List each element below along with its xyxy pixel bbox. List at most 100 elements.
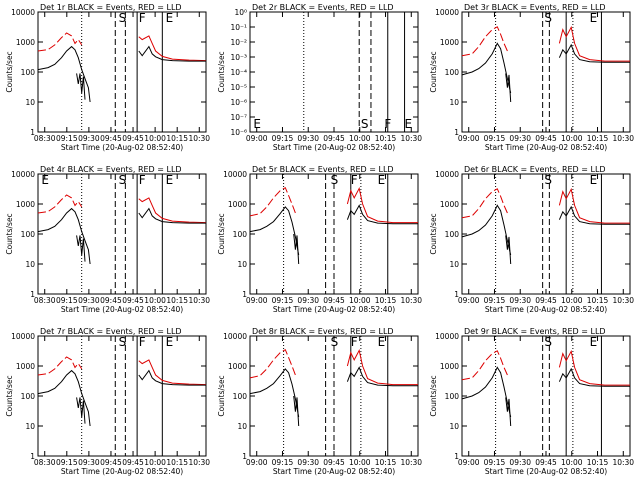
y-tick-label: 10000 <box>223 332 247 341</box>
panel-title: Det 4r BLACK = Events, RED = LLD <box>40 165 182 174</box>
x-tick-label: 09:45 <box>122 458 144 467</box>
events-trace <box>558 205 630 225</box>
x-tick-label: 10:30 <box>612 134 634 143</box>
lld-trace <box>138 359 207 386</box>
y-tick-label: 100 <box>233 230 248 239</box>
y-axis-label: Counts/sec <box>5 213 14 254</box>
events-trace <box>558 367 630 387</box>
x-tick-label: 10:30 <box>188 296 210 305</box>
x-tick-label: 08:30 <box>34 296 56 305</box>
x-tick-label: 09:45 <box>100 134 122 143</box>
x-tick-label: 10:30 <box>612 458 634 467</box>
flag-letter: F <box>139 335 146 349</box>
x-tick-label: 10:00 <box>349 134 371 143</box>
events-trace <box>249 368 300 418</box>
x-tick-label: 09:45 <box>122 296 144 305</box>
x-tick-label: 10:15 <box>375 134 397 143</box>
x-tick-label: 09:45 <box>122 134 144 143</box>
events-trace <box>461 42 512 94</box>
y-tick-label: 10⁻⁷ <box>230 113 247 122</box>
y-tick-label: 1 <box>30 290 35 299</box>
y-tick-label: 10000 <box>11 170 35 179</box>
y-axis-label: Counts/sec <box>217 51 226 92</box>
plot-frame <box>37 173 207 295</box>
y-tick-label: 100 <box>445 392 460 401</box>
x-tick-label: 09:45 <box>100 296 122 305</box>
y-tick-label: 100 <box>445 68 460 77</box>
y-tick-label: 1000 <box>440 38 459 47</box>
plot-frame <box>37 335 207 457</box>
x-tick-label: 10:00 <box>144 134 166 143</box>
x-tick-label: 09:45 <box>100 458 122 467</box>
y-tick-label: 100 <box>21 68 36 77</box>
y-tick-label: 10⁻¹ <box>230 23 247 32</box>
lld-trace <box>346 348 418 386</box>
flag-letter: S <box>361 117 369 131</box>
x-tick-label: 09:00 <box>246 296 268 305</box>
y-tick-label: 10⁻⁴ <box>230 68 247 77</box>
y-tick-label: 100 <box>21 392 36 401</box>
x-tick-label: 10:30 <box>612 296 634 305</box>
detector-panel-3: Det 3r BLACK = Events, RED = LLD 1 10 100 10… <box>429 3 634 152</box>
y-tick-label: 10⁻⁵ <box>230 83 247 92</box>
events-trace <box>293 395 300 427</box>
flag-letter: S <box>544 11 552 25</box>
events-trace <box>505 73 512 103</box>
events-trace <box>138 207 206 224</box>
detector-panel-1: Det 1r BLACK = Events, RED = LLD 1 10 100 10… <box>5 3 210 152</box>
flag-letter: S <box>331 173 339 187</box>
x-tick-label: 10:30 <box>400 458 422 467</box>
events-trace <box>249 206 300 256</box>
detector-panel-9: Det 9r BLACK = Events, RED = LLD 1 10 100 10… <box>429 327 634 476</box>
x-tick-label: 09:30 <box>297 134 319 143</box>
y-tick-label: 10 <box>449 98 459 107</box>
x-tick-label: 09:15 <box>56 296 78 305</box>
x-tick-label: 09:15 <box>56 458 78 467</box>
x-tick-label: 10:30 <box>400 296 422 305</box>
x-axis-label: Start Time (20-Aug-02 08:52:40) <box>61 467 183 476</box>
x-tick-label: 10:15 <box>375 458 397 467</box>
y-tick-label: 1000 <box>440 200 459 209</box>
y-tick-label: 10000 <box>11 332 35 341</box>
y-tick-label: 10 <box>25 260 35 269</box>
x-tick-label: 09:45 <box>323 458 345 467</box>
lld-trace <box>558 349 630 386</box>
events-trace <box>293 233 300 265</box>
y-tick-label: 10⁻⁶ <box>230 128 247 137</box>
y-tick-label: 10 <box>237 260 247 269</box>
plot-frame <box>37 11 207 133</box>
detector-panel-7: Det 7r BLACK = Events, RED = LLD 1 10 100 10… <box>5 327 210 476</box>
y-tick-label: 100 <box>21 230 36 239</box>
x-tick-label: 09:30 <box>78 296 100 305</box>
events-trace <box>37 207 91 265</box>
flag-letter: S <box>119 173 127 187</box>
y-axis-label: Counts/sec <box>5 375 14 416</box>
x-tick-label: 10:00 <box>561 134 583 143</box>
events-trace <box>138 369 206 386</box>
x-tick-label: 09:30 <box>78 134 100 143</box>
flag-letter: E <box>590 173 598 187</box>
y-tick-label: 10⁻³ <box>230 53 247 62</box>
x-axis-label: Start Time (20-Aug-02 08:52:40) <box>485 143 607 152</box>
x-tick-label: 10:15 <box>166 458 188 467</box>
x-tick-label: 10:15 <box>166 134 188 143</box>
x-axis-label: Start Time (20-Aug-02 08:52:40) <box>61 305 183 314</box>
x-tick-label: 09:45 <box>535 134 557 143</box>
y-tick-label: 10000 <box>435 8 459 17</box>
panel-title: Det 3r BLACK = Events, RED = LLD <box>464 3 606 12</box>
detector-panel-8: Det 8r BLACK = Events, RED = LLD 1 10 100 10… <box>217 327 422 476</box>
lld-trace <box>37 32 83 52</box>
events-trace <box>461 204 512 256</box>
events-trace <box>138 45 206 62</box>
panel-title: Det 8r BLACK = Events, RED = LLD <box>252 327 394 336</box>
lld-trace <box>37 356 83 376</box>
panel-title: Det 1r BLACK = Events, RED = LLD <box>40 3 182 12</box>
x-tick-label: 10:00 <box>561 458 583 467</box>
lld-trace <box>346 186 418 224</box>
lld-trace <box>37 194 83 214</box>
x-tick-label: 09:00 <box>246 134 268 143</box>
lld-trace <box>249 348 296 379</box>
y-tick-label: 1000 <box>228 362 247 371</box>
panel-title: Det 6r BLACK = Events, RED = LLD <box>464 165 606 174</box>
events-trace <box>37 369 91 427</box>
